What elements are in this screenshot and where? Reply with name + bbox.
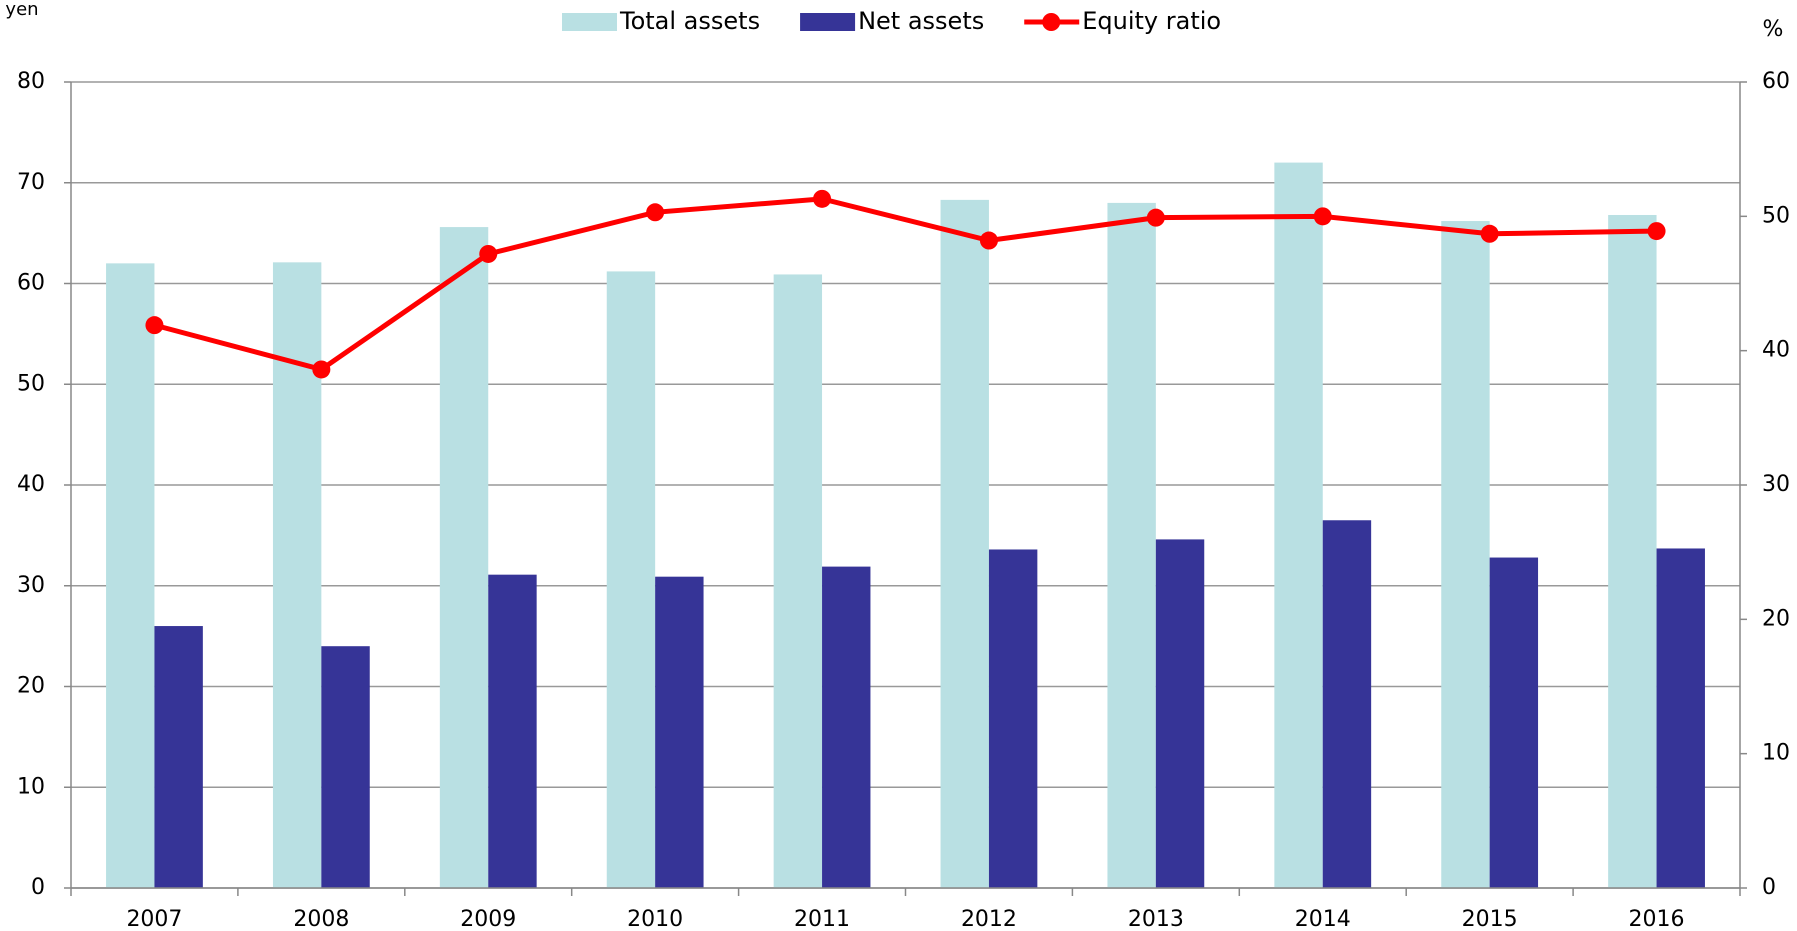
- y2-axis-label: %: [1763, 17, 1784, 42]
- x-tick-label: 2009: [460, 907, 516, 931]
- marker: [646, 203, 665, 222]
- y-axis-label: yen: [5, 0, 38, 20]
- x-tick-label: 2015: [1462, 907, 1518, 931]
- y-tick-label: 40: [17, 472, 45, 497]
- legend-swatch: [1042, 13, 1061, 31]
- bar: [488, 574, 537, 888]
- bar: [655, 576, 704, 888]
- legend-label: Net assets: [858, 7, 984, 35]
- bar: [1274, 162, 1323, 889]
- bar: [1489, 557, 1539, 888]
- x-tick-label: 2014: [1295, 907, 1351, 931]
- bar: [1608, 214, 1657, 889]
- bar: [1107, 202, 1156, 888]
- legend-label: Total assets: [619, 7, 760, 35]
- x-tick-label: 2008: [293, 907, 349, 931]
- y2-tick-label: 10: [1762, 741, 1790, 766]
- y-tick-label: 10: [17, 774, 45, 799]
- marker: [1647, 222, 1666, 241]
- marker: [479, 244, 498, 263]
- y2-tick-label: 30: [1762, 472, 1790, 497]
- bar: [106, 263, 155, 889]
- marker: [813, 189, 832, 208]
- y-tick-label: 70: [17, 170, 45, 195]
- legend-swatch: [562, 13, 617, 31]
- y-tick-label: 30: [17, 573, 45, 598]
- legend-swatch: [800, 13, 856, 31]
- x-tick-label: 2010: [627, 907, 683, 931]
- legend-label: Equity ratio: [1082, 7, 1221, 35]
- bar: [988, 549, 1038, 888]
- marker: [1480, 224, 1499, 243]
- x-tick-label: 2016: [1629, 907, 1685, 931]
- x-tick-label: 2012: [961, 907, 1017, 931]
- bar: [154, 626, 203, 888]
- y2-tick-label: 0: [1762, 875, 1776, 900]
- bar: [822, 566, 871, 888]
- marker: [979, 231, 998, 250]
- bar: [321, 646, 370, 888]
- y-tick-label: 20: [17, 674, 45, 699]
- bar: [439, 227, 489, 888]
- bar: [606, 271, 656, 888]
- y2-tick-label: 60: [1762, 69, 1790, 94]
- bar: [1656, 548, 1705, 888]
- y-tick-label: 50: [17, 371, 45, 396]
- y2-tick-label: 20: [1762, 606, 1790, 631]
- bar: [1441, 221, 1490, 888]
- y2-tick-label: 40: [1762, 338, 1790, 363]
- bar: [940, 199, 989, 888]
- y-tick-label: 80: [17, 69, 45, 94]
- x-tick-label: 2007: [126, 907, 182, 931]
- y-tick-label: 0: [31, 875, 45, 900]
- marker: [1313, 207, 1332, 226]
- marker: [1146, 208, 1165, 227]
- y2-tick-label: 50: [1762, 203, 1790, 228]
- line: [153, 196, 1657, 373]
- bar: [1322, 520, 1372, 888]
- marker: [145, 316, 164, 335]
- x-tick-label: 2011: [794, 907, 850, 931]
- marker: [312, 360, 331, 379]
- bar: [773, 274, 823, 888]
- bar: [1155, 539, 1205, 888]
- x-tick-label: 2013: [1128, 907, 1184, 931]
- y-tick-label: 60: [17, 271, 45, 296]
